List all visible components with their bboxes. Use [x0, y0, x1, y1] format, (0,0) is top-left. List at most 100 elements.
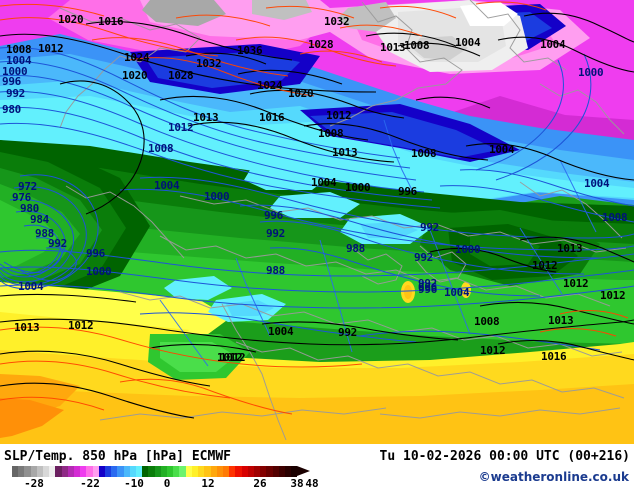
isobar-label: 1012	[326, 109, 352, 122]
isobar-label: 1000	[2, 65, 28, 78]
isobar-label: 996	[2, 75, 21, 88]
isobar-label: 1004	[154, 179, 180, 192]
isobar-label: 1013	[14, 321, 40, 334]
isobar-label: 1013	[193, 111, 219, 124]
colorbar-swatch-11	[80, 466, 87, 477]
isobar-label: 1016	[98, 15, 124, 28]
isobar-label: 1012	[168, 121, 194, 134]
colorbar-swatch-27	[179, 466, 186, 477]
isobar-label: 1004	[268, 325, 294, 338]
colorbar-swatch-9	[67, 466, 75, 477]
colorbar-swatch-40	[260, 466, 267, 477]
colorbar-tick-labels: -28 -22 -10 0 12 26 38 48	[12, 477, 319, 490]
isobar-label: 992	[6, 87, 25, 100]
isobar-label: 1013	[380, 41, 406, 54]
colorbar-swatch-34	[222, 466, 230, 477]
colorbar-swatch-0	[12, 466, 19, 477]
colorbar-swatch-12	[86, 466, 93, 477]
isobar-label: 1020	[122, 69, 148, 82]
colorbar-swatch-10	[74, 466, 81, 477]
colorbar-swatch-3	[30, 466, 37, 477]
isobar-label: 1020	[58, 13, 84, 26]
colorbar-swatch-26	[173, 466, 180, 477]
isobar-label: 996	[398, 185, 417, 198]
colorbar-swatch-14	[98, 466, 106, 477]
isobar-label: 1012	[220, 351, 246, 364]
isobar-label: 992	[418, 277, 437, 290]
isobar-label: 1008	[148, 142, 174, 155]
isobar-label: 1016	[541, 350, 567, 363]
temperature-colorbar[interactable]: -28 -22 -10 0 12 26 38 48	[12, 466, 319, 490]
colorbar-tick-0: 0	[163, 477, 171, 490]
run-timestamp: Tu 10-02-2026 00:00 UTC (00+216)	[379, 449, 630, 464]
isobar-label: 1004	[311, 176, 337, 189]
copyright-credit: ©weatheronline.co.uk	[478, 470, 629, 484]
isobar-label: 1004	[455, 36, 481, 49]
isobar-label: 1036	[237, 44, 263, 57]
colorbar-swatch-39	[253, 466, 261, 477]
colorbar-swatch-6	[49, 466, 56, 477]
colorbar-tick-48: 48	[305, 477, 319, 490]
weather-map-canvas[interactable]: 1020 1016 1036 1028 1032 1013 1008 1004 1004 1008…	[0, 0, 634, 444]
colorbar-swatch-35	[229, 466, 236, 477]
isobar-label: 1020	[288, 87, 314, 100]
isobar-label: 976	[12, 191, 31, 204]
colorbar-arrow-icon	[297, 466, 310, 476]
isobar-label: 1028	[308, 38, 334, 51]
colorbar-swatch-5	[43, 466, 50, 477]
isobar-label: 1008	[474, 315, 500, 328]
isobar-label: 1000	[86, 265, 112, 278]
isobar-label: 996	[418, 283, 437, 296]
isobar-label: 984	[30, 213, 49, 226]
isobar-label: 980	[20, 202, 39, 215]
colorbar-tick--10: -10	[124, 477, 144, 490]
isobar-label: 1012	[563, 277, 589, 290]
isobar-label: 996	[418, 281, 437, 294]
isobar-label: 992	[420, 221, 439, 234]
isobar-label: 1012	[68, 319, 94, 332]
isobar-label: 1008	[6, 43, 32, 56]
colorbar-swatch-7	[55, 466, 62, 477]
colorbar-swatch-19	[129, 466, 137, 477]
colorbar-swatch-13	[92, 466, 99, 477]
colorbar-swatch-18	[123, 466, 130, 477]
colorbar-swatch-37	[241, 466, 248, 477]
isobar-label: 1012	[600, 289, 626, 302]
isobar-label: 992	[266, 227, 285, 240]
colorbar-swatch-33	[216, 466, 223, 477]
isobar-label: 1012	[532, 259, 558, 272]
colorbar-swatch-8	[61, 466, 68, 477]
isobar-label: 1013	[548, 314, 574, 327]
colorbar-swatch-2	[24, 466, 31, 477]
colorbar-swatch-25	[167, 466, 174, 477]
colorbar-swatch-23	[154, 466, 161, 477]
colorbar-swatch-24	[160, 466, 168, 477]
colorbar-swatch-43	[278, 466, 285, 477]
colorbar-swatch-29	[191, 466, 199, 477]
isobar-label: 1013	[557, 242, 583, 255]
isobar-label: 992	[338, 326, 357, 339]
colorbar-swatch-4	[36, 466, 44, 477]
colorbar-swatch-44	[284, 466, 292, 477]
isobar-label: 1004	[6, 54, 32, 67]
colorbar-swatch-42	[272, 466, 279, 477]
isobar-label: 996	[86, 247, 105, 260]
colorbar-gradient	[12, 466, 298, 477]
colorbar-tick-38: 38	[290, 477, 304, 490]
isobar-label: 1000	[455, 243, 481, 256]
product-title: SLP/Temp. 850 hPa [hPa] ECMWF	[4, 449, 231, 464]
colorbar-swatch-21	[142, 466, 149, 477]
colorbar-swatch-15	[105, 466, 112, 477]
isobar-label: 992	[414, 251, 433, 264]
isobar-label: 1000	[204, 190, 230, 203]
colorbar-swatch-31	[204, 466, 211, 477]
isobar-label: 988	[346, 242, 365, 255]
map-svg	[0, 0, 634, 444]
isobar-label: 1012	[38, 42, 64, 55]
colorbar-swatch-17	[117, 466, 124, 477]
isobar-label: 1024	[257, 79, 283, 92]
isobar-label: 1016	[259, 111, 285, 124]
isobar-label: 972	[18, 180, 37, 193]
isobar-label: 1012	[480, 344, 506, 357]
